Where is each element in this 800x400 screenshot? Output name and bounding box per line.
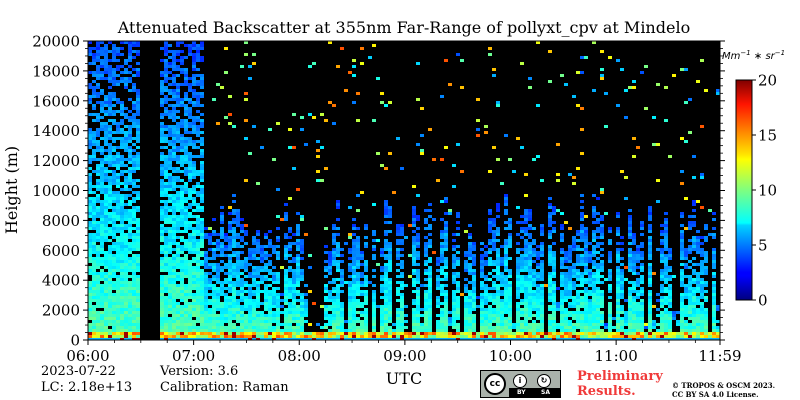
copyright-line-1: © TROPOS & OSCM 2023. xyxy=(672,381,776,390)
colorbar-ticks: 0 5 10 15 20 xyxy=(752,72,777,310)
copyright-line-2: CC BY SA 4.0 License. xyxy=(672,390,759,399)
y-tick-label: 4000 xyxy=(42,272,80,290)
colorbar-tick-label: 20 xyxy=(758,72,777,90)
x-axis: 06:00 07:00 08:00 09:00 10:00 11:00 11:59 xyxy=(66,340,742,365)
preliminary-line-2: Results. xyxy=(577,384,636,399)
x-tick-label: 11:00 xyxy=(595,347,638,365)
copyright-notice: © TROPOS & OSCM 2023. CC BY SA 4.0 Licen… xyxy=(672,381,775,399)
x-tick-label: 06:00 xyxy=(66,347,109,365)
colorbar xyxy=(735,79,753,301)
cc-sa-label: SA xyxy=(541,389,550,396)
cc-icon: cc xyxy=(484,373,506,395)
y-tick-label: 18000 xyxy=(32,62,80,80)
x-tick-label: 09:00 xyxy=(383,347,426,365)
y-axis-label: Height (m) xyxy=(2,146,21,234)
x-tick-label: 07:00 xyxy=(172,347,215,365)
y-axis: 0 2000 4000 6000 8000 10000 12000 14000 16000 180… xyxy=(32,33,725,350)
y-tick-label: 12000 xyxy=(32,152,80,170)
lc-label: LC: 2.18e+13 xyxy=(41,380,133,395)
chart-title: Attenuated Backscatter at 355nm Far-Rang… xyxy=(117,18,690,37)
preliminary-results-notice: Preliminary Results. xyxy=(577,369,663,399)
cc-by-label: BY xyxy=(517,389,526,396)
sa-share-alike-icon: ↻ xyxy=(537,374,551,388)
y-tick-label: 16000 xyxy=(32,92,80,110)
y-tick-label: 6000 xyxy=(42,242,80,260)
x-tick-label: 10:00 xyxy=(489,347,532,365)
x-tick-label: 08:00 xyxy=(278,347,321,365)
y-tick-label: 2000 xyxy=(42,302,80,320)
version-label: Version: 3.6 xyxy=(160,364,239,379)
preliminary-line-1: Preliminary xyxy=(577,369,663,384)
calibration-label: Calibration: Raman xyxy=(160,380,289,395)
colorbar-tick-label: 10 xyxy=(758,182,777,200)
cc-by-sa-logo: cc i ↻ BY SA xyxy=(480,370,561,398)
y-tick-label: 0 xyxy=(70,332,80,350)
x-axis-label: UTC xyxy=(386,369,422,388)
x-tick-label: 11:59 xyxy=(698,347,741,365)
colorbar-unit-label: Mm−1 ∗ sr−1 xyxy=(722,49,785,62)
colorbar-tick-label: 15 xyxy=(758,127,777,145)
y-tick-label: 10000 xyxy=(32,182,80,200)
y-tick-label: 8000 xyxy=(42,212,80,230)
cc-label-strip xyxy=(509,388,561,397)
date-label: 2023-07-22 xyxy=(41,364,116,379)
y-tick-label: 20000 xyxy=(32,33,80,51)
colorbar-tick-label: 0 xyxy=(758,292,768,310)
data-gap xyxy=(140,41,157,340)
by-person-icon: i xyxy=(513,374,527,388)
y-tick-label: 14000 xyxy=(32,122,80,140)
backscatter-heatmap xyxy=(88,41,720,340)
colorbar-tick-label: 5 xyxy=(758,237,768,255)
